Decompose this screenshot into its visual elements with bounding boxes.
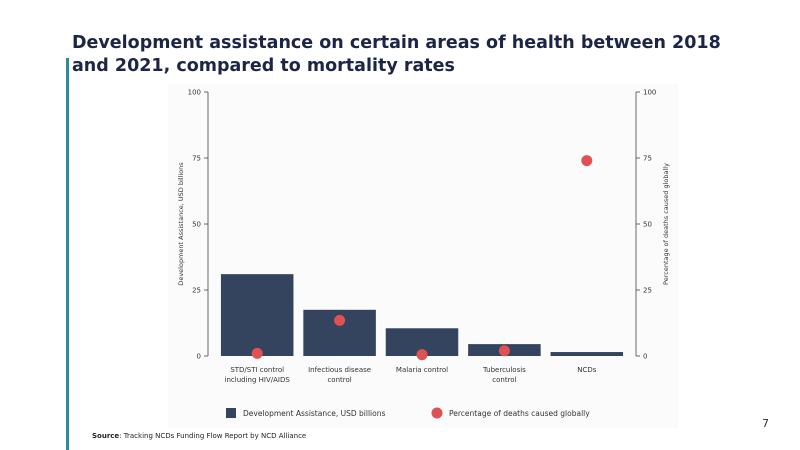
category-label: Tuberculosis: [482, 366, 526, 374]
bar: [550, 352, 624, 356]
legend-label-bar: Development Assistance, USD billions: [243, 409, 385, 418]
left-axis-title: Development Assistance, USD billions: [177, 162, 185, 286]
category-label: including HIV/AIDS: [225, 376, 291, 384]
left-tick-label: 0: [197, 353, 201, 361]
right-tick-label: 0: [643, 353, 647, 361]
scatter-point: [581, 155, 593, 167]
category-label: control: [327, 376, 351, 384]
scatter-point: [416, 349, 428, 361]
accent-bar: [66, 58, 69, 450]
left-tick-label: 75: [192, 155, 201, 163]
right-axis-title: Percentage of deaths caused globally: [662, 163, 670, 285]
scatter-point: [498, 345, 510, 357]
left-tick-label: 25: [192, 287, 201, 295]
left-tick-label: 100: [188, 89, 201, 97]
legend-swatch-dot: [431, 407, 443, 419]
chart-panel: [168, 84, 678, 428]
legend-label-dot: Percentage of deaths caused globally: [449, 409, 590, 418]
legend-swatch-bar: [226, 408, 236, 418]
left-tick-label: 50: [192, 221, 201, 229]
category-label: Infectious disease: [308, 366, 371, 374]
bar: [220, 274, 294, 356]
right-tick-label: 50: [643, 221, 652, 229]
category-label: STD/STI control: [230, 366, 284, 374]
category-label: NCDs: [577, 366, 597, 374]
source-label: Source: [92, 432, 120, 440]
scatter-point: [334, 314, 346, 326]
scatter-point: [251, 347, 263, 359]
category-label: control: [492, 376, 516, 384]
source-note: Source: Tracking NCDs Funding Flow Repor…: [92, 432, 306, 440]
source-text: : Tracking NCDs Funding Flow Report by N…: [119, 432, 307, 440]
right-tick-label: 100: [643, 89, 656, 97]
right-tick-label: 75: [643, 155, 652, 163]
page-number: 7: [762, 417, 769, 430]
right-tick-label: 25: [643, 287, 652, 295]
slide-title: Development assistance on certain areas …: [72, 33, 721, 76]
category-label: Malaria control: [396, 366, 448, 374]
